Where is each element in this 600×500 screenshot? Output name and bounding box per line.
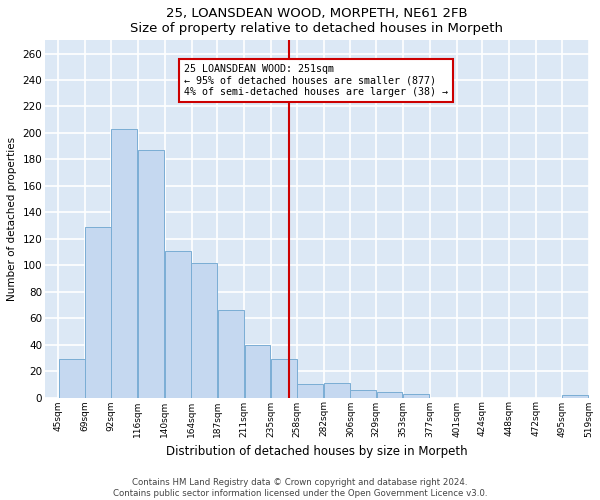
Y-axis label: Number of detached properties: Number of detached properties [7, 137, 17, 301]
Bar [297, 384, 323, 398]
Text: 25 LOANSDEAN WOOD: 251sqm
← 95% of detached houses are smaller (877)
4% of semi-: 25 LOANSDEAN WOOD: 251sqm ← 95% of detac… [184, 64, 448, 96]
Bar [85, 227, 111, 398]
Bar [165, 250, 191, 398]
X-axis label: Distribution of detached houses by size in Morpeth: Distribution of detached houses by size … [166, 445, 467, 458]
Bar [377, 392, 403, 398]
Bar [138, 150, 164, 398]
Bar [350, 390, 376, 398]
Bar [191, 262, 217, 398]
Bar [271, 359, 297, 398]
Title: 25, LOANSDEAN WOOD, MORPETH, NE61 2FB
Size of property relative to detached hous: 25, LOANSDEAN WOOD, MORPETH, NE61 2FB Si… [130, 7, 503, 35]
Bar [112, 129, 137, 398]
Bar [218, 310, 244, 398]
Bar [324, 383, 350, 398]
Text: Contains HM Land Registry data © Crown copyright and database right 2024.
Contai: Contains HM Land Registry data © Crown c… [113, 478, 487, 498]
Bar [245, 344, 271, 398]
Bar [59, 359, 85, 398]
Bar [403, 394, 429, 398]
Bar [562, 395, 588, 398]
